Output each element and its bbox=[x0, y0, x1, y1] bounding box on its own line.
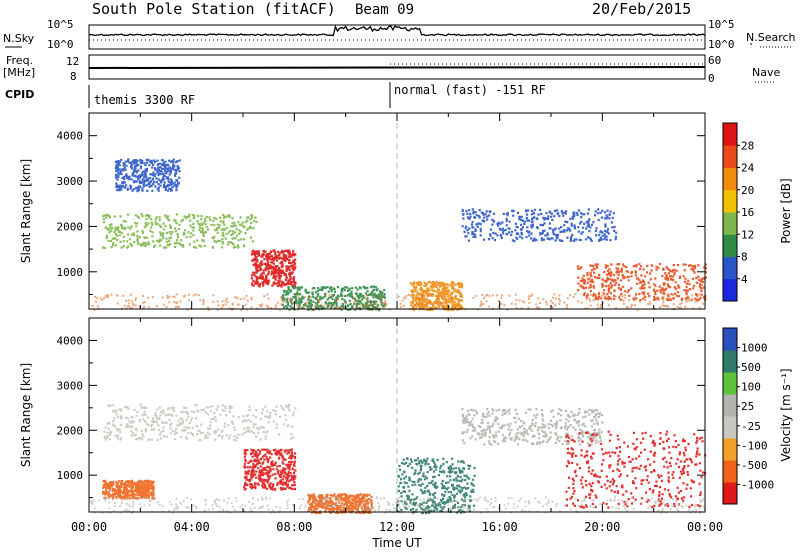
velocity-scatter-region-7 bbox=[565, 430, 707, 509]
station-title: South Pole Station (fitACF) bbox=[92, 0, 336, 18]
power-scatter-region-1 bbox=[101, 213, 258, 249]
nsky-tick-top: 10^5 bbox=[47, 18, 74, 31]
nave-tick-bottom: 0 bbox=[708, 72, 715, 85]
power-ytick-label: 2000 bbox=[57, 220, 84, 233]
freq-label: Freq. bbox=[6, 54, 34, 67]
velocity-colorbar-segment bbox=[723, 394, 737, 417]
power-colorbar-tick-label: 4 bbox=[741, 273, 748, 286]
nsky-line bbox=[88, 24, 706, 37]
velocity-colorbar-segment bbox=[723, 438, 737, 461]
power-colorbar-tick-label: 16 bbox=[741, 206, 754, 219]
velocity-colorbar-tick-label: 100 bbox=[741, 381, 761, 394]
power-ground-scatter bbox=[91, 293, 704, 311]
nsearch-label: N.Search bbox=[746, 31, 796, 44]
x-tick-label: 00:00 bbox=[687, 520, 723, 534]
power-scatter-region-4 bbox=[281, 285, 386, 312]
x-tick-label: 00:00 bbox=[71, 520, 107, 534]
nsearch-tick-bottom: 10^0 bbox=[708, 38, 735, 51]
velocity-colorbar-segment bbox=[723, 328, 737, 351]
power-scatter-region-2 bbox=[114, 158, 181, 193]
velocity-colorbar-segment bbox=[723, 372, 737, 395]
nave-tick-top: 60 bbox=[708, 54, 722, 67]
velocity-ylabel: Slant Range [km] bbox=[19, 363, 33, 467]
x-tick-label: 04:00 bbox=[174, 520, 210, 534]
velocity-colorbar-label: Velocity [m s⁻¹] bbox=[779, 368, 793, 461]
power-colorbar-segment bbox=[723, 123, 737, 146]
power-colorbar-segment bbox=[723, 256, 737, 280]
velocity-ground-scatter bbox=[90, 496, 707, 514]
nsky-tick-bottom: 10^0 bbox=[47, 38, 74, 51]
nsky-label: N.Sky bbox=[3, 32, 35, 45]
power-ylabel: Slant Range [km] bbox=[19, 159, 33, 263]
freq-tick-top: 12 bbox=[66, 55, 80, 68]
power-colorbar-segment bbox=[723, 189, 737, 213]
velocity-ytick-label: 3000 bbox=[57, 379, 84, 392]
x-tick-label: 16:00 bbox=[482, 520, 518, 534]
power-colorbar-segment bbox=[723, 212, 737, 235]
power-ytick-label: 3000 bbox=[57, 175, 84, 188]
power-ytick-label: 1000 bbox=[57, 266, 84, 279]
velocity-colorbar-segment bbox=[723, 460, 737, 483]
beam-label: Beam 09 bbox=[355, 2, 415, 18]
velocity-colorbar-frame bbox=[722, 327, 738, 505]
power-colorbar-tick-label: 28 bbox=[741, 139, 754, 152]
velocity-colorbar-segment bbox=[723, 416, 737, 439]
date-label: 20/Feb/2015 bbox=[592, 0, 692, 18]
power-colorbar-tick-label: 12 bbox=[741, 228, 754, 241]
velocity-scatter-region-5 bbox=[397, 457, 476, 515]
velocity-colorbar-tick-label: 1000 bbox=[741, 342, 768, 355]
velocity-scatter-region-2 bbox=[102, 479, 156, 500]
power-colorbar-tick-label: 24 bbox=[741, 162, 755, 175]
power-colorbar-segment bbox=[723, 278, 737, 302]
freq-tick-bottom: 8 bbox=[70, 70, 77, 83]
freq-line bbox=[88, 66, 706, 69]
freq-unit-label: [MHz] bbox=[3, 66, 36, 79]
power-colorbar-segment bbox=[723, 167, 737, 191]
velocity-colorbar-tick-label: -100 bbox=[741, 439, 768, 452]
power-scatter-region-5 bbox=[409, 280, 464, 312]
power-colorbar-segment bbox=[723, 234, 737, 257]
x-tick-label: 20:00 bbox=[584, 520, 620, 534]
velocity-colorbar-segment bbox=[723, 482, 737, 505]
velocity-scatter-region-6 bbox=[461, 407, 604, 446]
velocity-colorbar-tick-label: 500 bbox=[741, 361, 761, 374]
velocity-ytick-label: 4000 bbox=[57, 334, 84, 347]
power-ytick-label: 4000 bbox=[57, 130, 84, 143]
power-scatter-region-6 bbox=[461, 208, 618, 243]
nave-label: Nave bbox=[752, 66, 781, 79]
velocity-colorbar-tick-label: -25 bbox=[741, 420, 761, 433]
velocity-colorbar-tick-label: 25 bbox=[741, 400, 754, 413]
velocity-scatter-region-3 bbox=[243, 448, 297, 491]
x-axis-label: Time UT bbox=[371, 536, 422, 550]
power-colorbar-label: Power [dB] bbox=[779, 178, 793, 243]
power-scatter-region-7 bbox=[576, 262, 707, 302]
power-scatter-region-3 bbox=[250, 249, 297, 288]
velocity-ytick-label: 1000 bbox=[57, 469, 84, 482]
nsearch-tick-top: 10^5 bbox=[708, 18, 735, 31]
velocity-colorbar-segment bbox=[723, 350, 737, 373]
x-tick-label: 08:00 bbox=[276, 520, 312, 534]
cpid-entry-2: normal (fast) -151 RF bbox=[394, 83, 546, 97]
power-colorbar-segment bbox=[723, 145, 737, 168]
velocity-scatter-region-1 bbox=[103, 403, 297, 442]
velocity-ytick-label: 2000 bbox=[57, 424, 84, 437]
velocity-colorbar-tick-label: -500 bbox=[741, 459, 768, 472]
cpid-entry-1: themis 3300 RF bbox=[94, 93, 196, 107]
nsky-strip bbox=[88, 24, 706, 50]
cpid-label: CPID bbox=[5, 88, 35, 101]
power-colorbar-tick-label: 20 bbox=[741, 184, 754, 197]
x-tick-label: 12:00 bbox=[379, 520, 415, 534]
velocity-colorbar-tick-label: -1000 bbox=[741, 478, 774, 491]
power-colorbar-tick-label: 8 bbox=[741, 251, 748, 264]
